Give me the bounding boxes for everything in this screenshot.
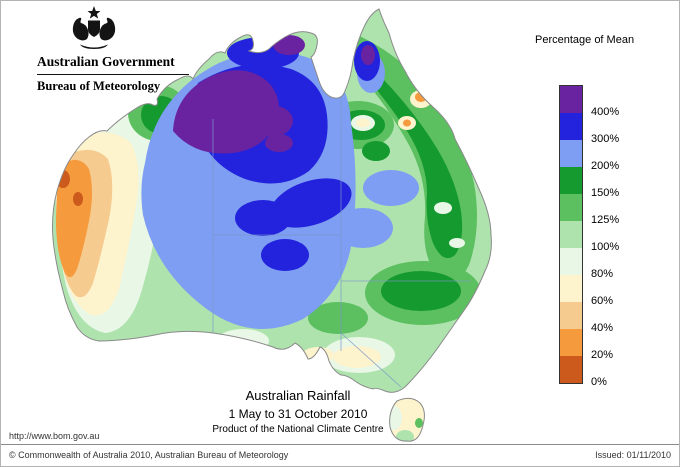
legend-swatch xyxy=(560,302,582,329)
footer-url: http://www.bom.gov.au xyxy=(9,431,100,441)
map-title: Australian Rainfall xyxy=(245,388,351,403)
legend-label: 80% xyxy=(591,268,614,280)
tasmania-coastline xyxy=(389,397,425,442)
region-20-40pct xyxy=(56,159,92,278)
header: Australian Government Bureau of Meteorol… xyxy=(37,5,217,94)
legend-label: 60% xyxy=(591,295,614,307)
footer-copyright: © Commonwealth of Australia 2010, Austra… xyxy=(9,450,289,460)
legend-label: 400% xyxy=(591,106,620,118)
bureau-title: Bureau of Meteorology xyxy=(37,79,161,93)
legend-labels: 400% 300% 200% 150% 125% 100% 80% 60% 40% 20% 0% xyxy=(591,85,641,405)
legend-swatch xyxy=(560,86,582,113)
legend-swatch xyxy=(560,356,582,383)
coat-of-arms-icon xyxy=(72,6,116,49)
legend-label: 200% xyxy=(591,160,620,172)
legend-label: 40% xyxy=(591,322,614,334)
legend-swatches xyxy=(559,85,583,384)
legend-swatch xyxy=(560,248,582,275)
header-divider xyxy=(37,74,189,75)
legend-swatch xyxy=(560,329,582,356)
legend-swatch xyxy=(560,140,582,167)
government-title: Australian Government xyxy=(37,54,175,69)
state-borders xyxy=(212,93,471,388)
legend-swatch xyxy=(560,221,582,248)
footer-divider xyxy=(1,444,679,445)
legend-swatch xyxy=(560,167,582,194)
map-period: 1 May to 31 October 2010 xyxy=(228,407,368,421)
australia-coastline xyxy=(52,8,492,393)
legend-label: 0% xyxy=(591,376,607,388)
legend-title: Percentage of Mean xyxy=(535,34,635,46)
region-above-400pct xyxy=(173,35,375,154)
legend-label: 150% xyxy=(591,187,620,199)
legend-label: 300% xyxy=(591,133,620,145)
legend-swatch xyxy=(560,113,582,140)
legend-swatch xyxy=(560,194,582,221)
legend-label: 100% xyxy=(591,241,620,253)
legend-label: 20% xyxy=(591,349,614,361)
map-product: Product of the National Climate Centre xyxy=(212,424,384,435)
australia-rainfall-map xyxy=(52,8,492,442)
footer-issued: Issued: 01/11/2010 xyxy=(595,450,671,460)
legend-swatch xyxy=(560,275,582,302)
legend-label: 125% xyxy=(591,214,620,226)
